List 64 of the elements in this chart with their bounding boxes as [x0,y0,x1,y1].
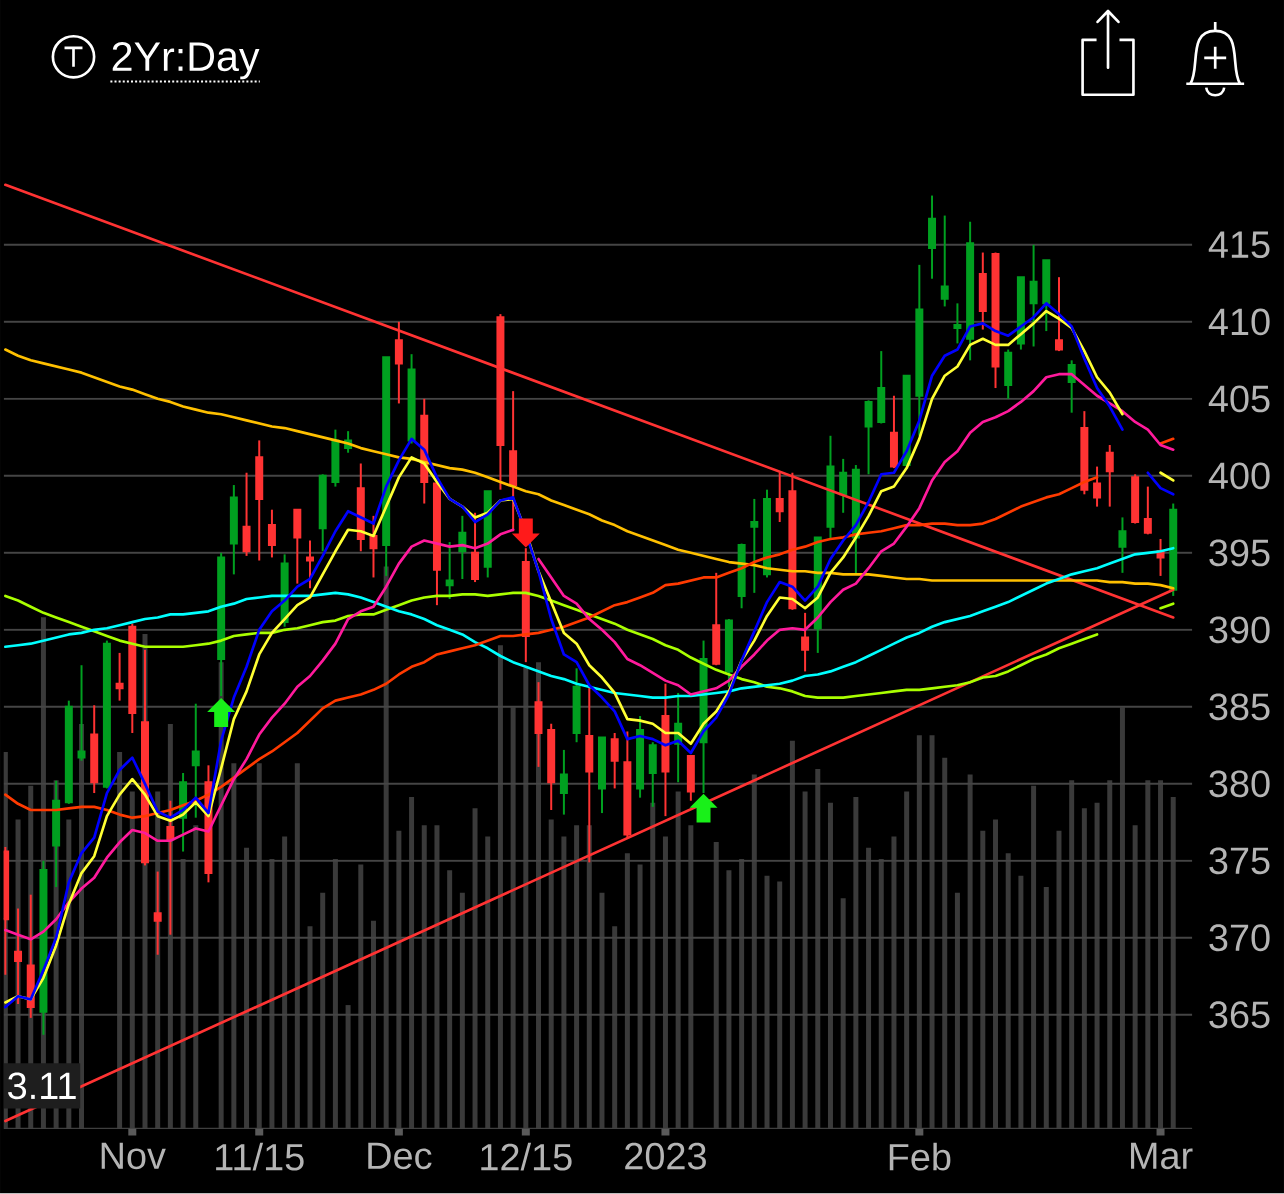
candlestick [115,652,124,702]
x-tick-label: Mar [1131,1142,1193,1170]
candlestick [648,741,657,809]
candlestick [864,399,873,476]
candlestick [242,471,251,558]
candlestick [763,488,771,579]
x-tick-label: 11/15 [216,1142,304,1171]
y-tick-label: 405 [1208,385,1270,413]
candlestick [940,214,949,308]
candlestick [1029,244,1038,348]
y-tick-label: 410 [1208,308,1270,336]
candlestick [775,471,784,524]
candlestick [394,321,403,405]
candlestick [915,264,924,438]
candlestick [788,471,797,612]
y-tick-label: 415 [1208,231,1270,259]
candlestick [471,512,480,584]
candlestick [90,704,99,795]
x-tick-label: 2023 [625,1142,706,1170]
candlestick [306,539,315,590]
x-tick-label: Dec [368,1142,432,1170]
y-tick-label: 390 [1209,616,1270,644]
candlestick [64,699,73,806]
candlestick [572,667,581,744]
candlestick [191,702,200,819]
annotation: 3.11 [8,1072,76,1100]
candlestick [953,302,962,345]
candlestick [750,498,759,595]
text: 2Yr:Day [112,42,260,80]
y-tick-label: 400 [1208,462,1270,490]
y-tick-label: 375 [1209,847,1270,875]
candlestick [1004,348,1013,401]
candlestick [839,458,848,514]
candlestick [610,732,619,790]
candlestick [801,612,810,673]
y-tick-label: 370 [1209,924,1270,952]
candlestick [14,907,23,1006]
candlestick [52,779,61,889]
y-tick-label: 395 [1209,539,1270,567]
candlestick [128,622,137,735]
candlestick [318,473,327,553]
candlestick [928,194,937,280]
candlestick [966,220,975,362]
candlestick [978,251,987,331]
candlestick [547,722,556,812]
y-tick-label: 385 [1209,693,1270,721]
candlestick [229,484,238,576]
candlestick [153,870,162,956]
candlestick [496,313,505,491]
candlestick [1118,516,1127,575]
x-tick-label: Feb [889,1142,951,1171]
y-tick-label: 365 [1209,1001,1270,1029]
y-tick-label: 380 [1209,770,1270,798]
x-tick-label: Nov [101,1142,166,1170]
candlestick [255,439,264,562]
candlestick [534,681,543,769]
candlestick [267,508,276,559]
candlestick [1131,473,1140,525]
candlestick [77,664,86,762]
x-tick-label: 12/15 [481,1142,572,1171]
candlestick [559,749,568,816]
candlestick [356,462,365,553]
candlestick [1105,444,1114,508]
candlestick [521,547,530,664]
